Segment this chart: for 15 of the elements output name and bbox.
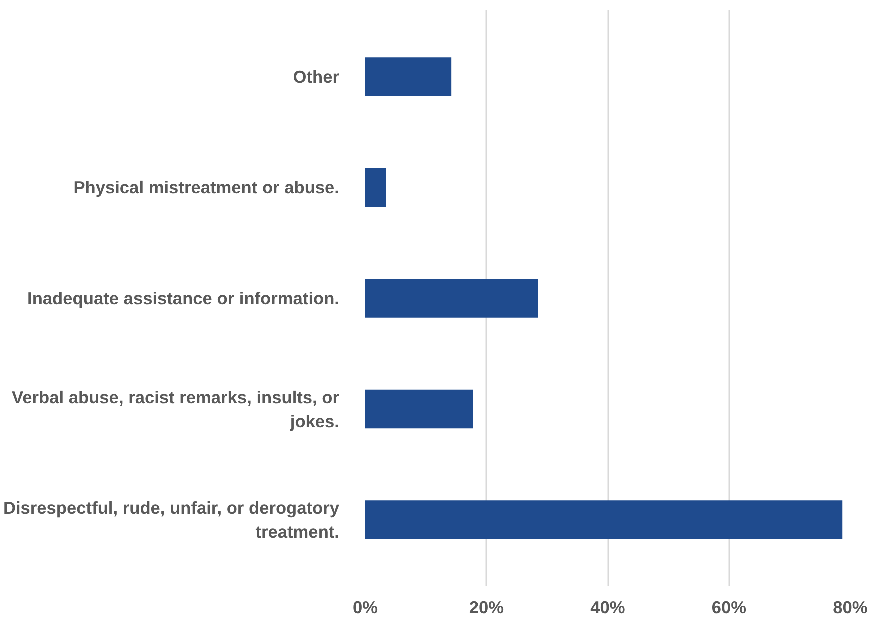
y-tick-label: Disrespectful, rude, unfair, or derogatory treatment. [3,498,340,542]
y-tick-label: Verbal abuse, racist remarks, insults, or jokes. [12,387,340,432]
bar [366,168,386,208]
y-tick-label: Other [293,66,340,87]
bar [366,390,474,429]
x-tick-label: 40% [590,598,626,618]
x-tick-label: 80% [833,598,868,618]
bar [366,279,538,318]
bar [366,58,452,96]
x-tick-label: 0% [352,598,378,618]
y-tick-label: Physical mistreatment or abuse. [74,178,340,198]
y-tick-label: Inadequate assistance or information. [28,288,340,308]
bar [366,500,843,540]
x-tick-label: 60% [712,598,747,618]
x-tick-label: 20% [469,598,504,618]
